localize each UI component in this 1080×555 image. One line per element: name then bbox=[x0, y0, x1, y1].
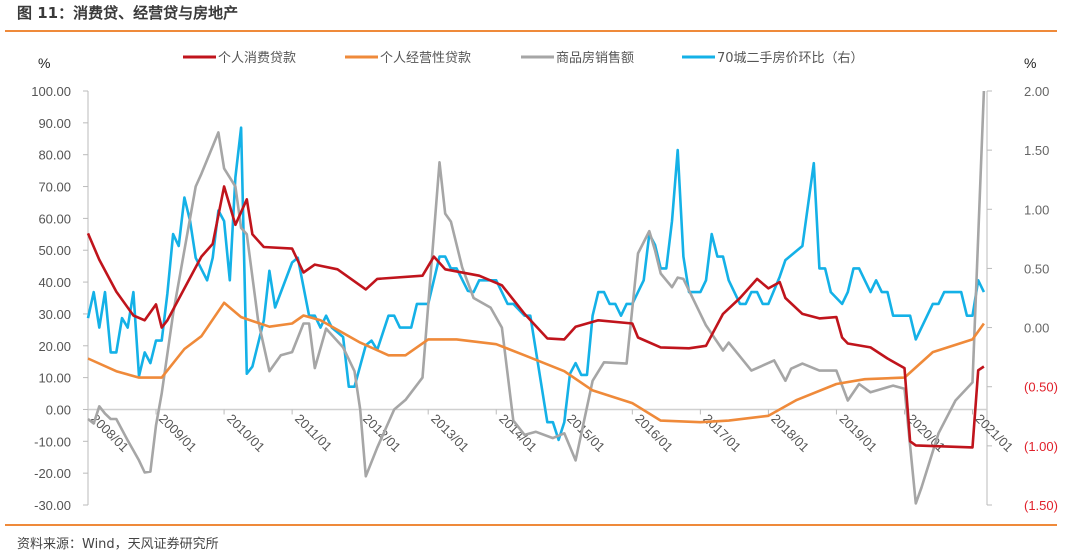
y-tick-label: 80.00 bbox=[38, 148, 71, 163]
y2-tick-label: 1.50 bbox=[1024, 143, 1049, 158]
y-tick-label: 10.00 bbox=[38, 371, 71, 386]
y-tick-label: 100.00 bbox=[31, 84, 71, 99]
y-tick-label: 50.00 bbox=[38, 243, 71, 258]
series-line-2 bbox=[87, 90, 986, 505]
y-tick-label: -30.00 bbox=[34, 498, 71, 513]
x-tick-label: 2011/01 bbox=[292, 411, 335, 454]
series-line-0 bbox=[86, 185, 985, 449]
legend-label: 商品房销售额 bbox=[556, 50, 634, 66]
y-tick-label: -20.00 bbox=[34, 466, 71, 481]
y-tick-label: 70.00 bbox=[38, 180, 71, 195]
figure-title: 图 11：消费贷、经营贷与房地产 bbox=[17, 4, 239, 22]
legend-item: 个人消费贷款 bbox=[183, 51, 296, 66]
legend-label: 个人消费贷款 bbox=[218, 51, 296, 66]
x-tick-label: 2013/01 bbox=[428, 411, 472, 455]
y2-tick-label: 2.00 bbox=[1024, 84, 1049, 99]
x-tick-label: 2010/01 bbox=[224, 411, 268, 455]
x-tick-label: 2012/01 bbox=[360, 411, 404, 455]
legend-label: 个人经营性贷款 bbox=[380, 51, 471, 66]
y-tick-label: 30.00 bbox=[38, 307, 71, 322]
y-tick-label: 40.00 bbox=[38, 275, 71, 290]
y2-tick-label: 0.50 bbox=[1024, 261, 1049, 276]
y2-tick-label: 1.00 bbox=[1024, 202, 1049, 217]
y-tick-label: -10.00 bbox=[34, 434, 71, 449]
x-tick-label: 2017/01 bbox=[700, 411, 744, 455]
y2-tick-label: 0.00 bbox=[1024, 321, 1049, 336]
top-rule bbox=[5, 30, 1057, 32]
left-axis-unit: % bbox=[38, 55, 50, 71]
right-axis-unit: % bbox=[1024, 55, 1036, 71]
bottom-rule bbox=[5, 524, 1057, 526]
x-tick-label: 2009/01 bbox=[156, 411, 200, 455]
y2-tick-label: (1.50) bbox=[1024, 498, 1058, 513]
source-note: 资料来源：Wind，天风证券研究所 bbox=[17, 537, 219, 552]
x-tick-label: 2018/01 bbox=[768, 411, 812, 455]
legend-item: 商品房销售额 bbox=[521, 50, 634, 66]
legend-item: 70城二手房价环比（右） bbox=[682, 50, 864, 66]
series-line-1 bbox=[87, 301, 985, 424]
y-tick-label: 0.00 bbox=[46, 402, 71, 417]
x-tick-label: 2019/01 bbox=[836, 411, 880, 455]
x-tick-label: 2021/01 bbox=[972, 411, 1016, 455]
y-tick-label: 20.00 bbox=[38, 339, 71, 354]
y2-tick-label: (0.50) bbox=[1024, 380, 1058, 395]
series-line-3 bbox=[86, 126, 986, 442]
legend-item: 个人经营性贷款 bbox=[345, 51, 471, 66]
legend-label: 70城二手房价环比（右） bbox=[717, 50, 864, 66]
y-tick-label: 60.00 bbox=[38, 211, 71, 226]
y-tick-label: 90.00 bbox=[38, 116, 71, 131]
y2-tick-label: (1.00) bbox=[1024, 439, 1058, 454]
